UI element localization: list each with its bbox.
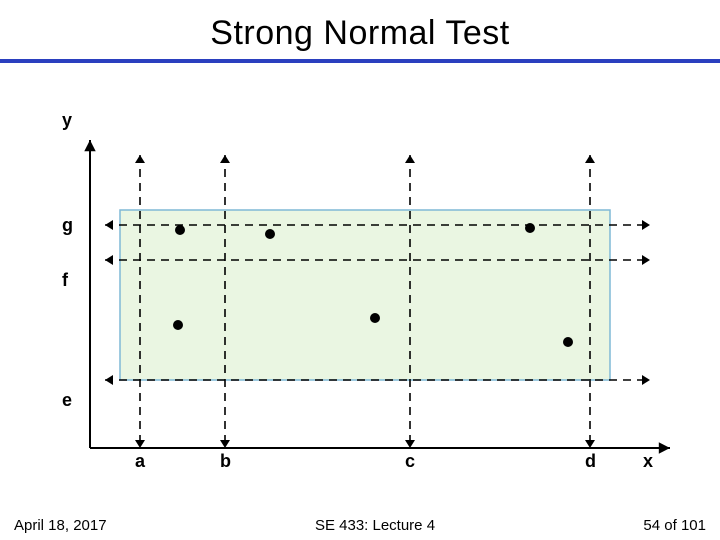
x-tick-a: a — [135, 451, 145, 472]
header-rule — [0, 59, 720, 63]
footer-page: 54 of 101 — [643, 517, 706, 534]
diagram-container: a b c d x y g f e — [60, 110, 680, 470]
y-tick-e: e — [62, 390, 72, 411]
slide-title: Strong Normal Test — [0, 0, 720, 59]
diagram-svg — [60, 110, 680, 470]
y-tick-y: y — [62, 110, 72, 131]
slide-footer: April 18, 2017 SE 433: Lecture 4 54 of 1… — [0, 517, 720, 534]
footer-date: April 18, 2017 — [14, 517, 107, 534]
x-tick-x: x — [643, 451, 653, 472]
x-tick-c: c — [405, 451, 415, 472]
footer-course: SE 433: Lecture 4 — [315, 517, 435, 534]
y-tick-g: g — [62, 215, 73, 236]
x-tick-b: b — [220, 451, 231, 472]
x-tick-d: d — [585, 451, 596, 472]
y-tick-f: f — [62, 270, 68, 291]
